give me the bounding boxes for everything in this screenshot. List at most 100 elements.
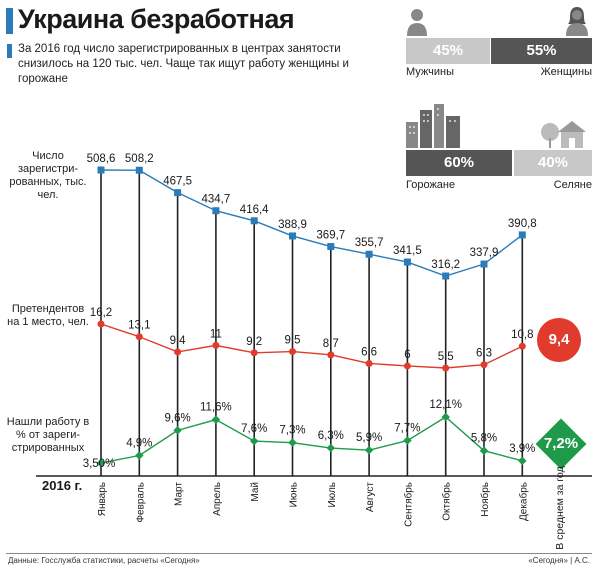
data-point-diamond	[249, 436, 259, 446]
data-point-square	[365, 250, 373, 258]
data-label: 7,7%	[394, 423, 420, 435]
data-point-square	[327, 243, 335, 251]
woman-icon	[566, 7, 588, 36]
data-label: 3,50%	[83, 458, 116, 470]
urban-share-value: 60%	[443, 154, 475, 171]
chart-markers	[96, 166, 527, 468]
data-point-square	[174, 189, 182, 197]
row-label-applicants-text: Претендентов на 1 место, чел.	[7, 303, 89, 328]
data-label: 3,9%	[509, 443, 535, 455]
data-point-square	[97, 166, 105, 174]
subtitle-accent-bar	[7, 44, 12, 58]
data-label: 467,5	[163, 176, 192, 188]
data-point-square	[480, 260, 488, 268]
month-label: Май	[250, 482, 261, 502]
data-label: 9,5	[285, 335, 301, 347]
month-label: Декабрь	[517, 482, 529, 521]
year-label: 2016 г.	[42, 478, 83, 493]
data-label: 9,6%	[164, 412, 190, 424]
data-point-circle	[212, 341, 220, 349]
month-label: Февраль	[135, 482, 146, 523]
month-label: Январь	[97, 482, 108, 516]
village-house-icon	[541, 121, 586, 148]
data-point-circle	[289, 348, 296, 356]
data-label: 508,6	[87, 153, 116, 165]
city-buildings-icon	[406, 104, 460, 148]
data-label: 16,2	[90, 307, 112, 319]
urban-share-bar: 60%	[406, 150, 512, 176]
data-point-diamond	[288, 438, 297, 447]
data-label: 5,5	[438, 351, 454, 363]
footer-credit: «Сегодня» | А.С.	[528, 556, 590, 565]
average-applicants-value: 9,4	[548, 331, 570, 348]
data-label: 6,3%	[318, 430, 344, 442]
data-point-diamond	[173, 426, 182, 435]
footer-divider	[6, 553, 592, 554]
data-point-diamond	[211, 415, 221, 424]
month-label: Июнь	[289, 482, 300, 507]
data-point-circle	[135, 333, 143, 341]
data-label: 6	[404, 349, 410, 361]
title-accent-bar	[6, 8, 13, 34]
data-point-circle	[365, 359, 373, 367]
series-line-1	[100, 169, 523, 277]
women-share-bar: 55%	[491, 38, 592, 64]
man-icon	[407, 9, 427, 36]
data-label: 341,5	[393, 245, 422, 257]
row-label-registered: Число зарегистри- рованных, тыс. чел.	[6, 150, 90, 202]
data-label: 355,7	[355, 237, 384, 249]
men-label: Мужчины	[406, 66, 455, 78]
women-label: Женщины	[540, 66, 592, 78]
rural-share-value: 40%	[537, 154, 569, 171]
data-point-diamond	[364, 445, 374, 455]
data-point-diamond	[135, 451, 144, 460]
month-label: Ноябрь	[479, 482, 491, 517]
month-label: Июль	[327, 482, 338, 508]
month-label: Октябрь	[441, 482, 453, 521]
footer-source: Данные: Госслужба статистики, расчеты «С…	[8, 556, 200, 565]
chart-verticals	[36, 170, 592, 477]
series-line-2	[100, 323, 523, 369]
data-label: 12,1%	[429, 399, 462, 411]
data-label: 337,9	[470, 247, 499, 259]
rural-share-bar: 40%	[514, 150, 592, 176]
women-share-value: 55%	[526, 42, 557, 59]
data-point-circle	[518, 342, 526, 350]
data-point-diamond	[479, 446, 489, 455]
average-label-text: В среднем за год	[554, 466, 566, 550]
data-label: 316,2	[431, 259, 460, 271]
data-point-circle	[327, 351, 335, 359]
data-label: 390,8	[508, 218, 537, 230]
data-label: 7,3%	[279, 425, 305, 437]
data-point-square	[250, 217, 258, 225]
row-label-employed: Нашли работу в % от зареги- стрированных	[6, 416, 90, 455]
data-point-circle	[480, 361, 488, 369]
data-label: 11,6%	[200, 402, 232, 414]
data-label: 9,4	[170, 335, 187, 347]
data-label: 508,2	[125, 153, 154, 165]
data-point-diamond	[96, 458, 106, 468]
chart-month-labels: Январь Февраль Март Апрель Май Июнь Июль Август…	[97, 482, 529, 527]
data-point-diamond	[441, 412, 450, 422]
average-label: В среднем за год	[553, 466, 567, 549]
row-label-registered-text: Число зарегистри- рованных, тыс. чел.	[9, 150, 87, 201]
chart-series-lines	[100, 169, 523, 464]
data-label: 4,9%	[126, 438, 152, 450]
month-label: Август	[365, 482, 376, 513]
data-label: 7,6%	[241, 423, 267, 435]
page-title: Украина безработная	[18, 4, 295, 34]
month-label: Сентябрь	[402, 482, 414, 527]
data-label: 5,8%	[471, 433, 497, 445]
data-label: 11	[210, 328, 222, 340]
data-point-square	[518, 231, 526, 239]
data-point-circle	[403, 362, 411, 370]
data-label: 388,9	[278, 219, 307, 231]
data-point-square	[212, 207, 220, 215]
data-point-square	[289, 232, 296, 240]
month-label: Март	[174, 482, 185, 506]
men-share-bar: 45%	[406, 38, 490, 64]
data-label: 5,9%	[356, 432, 382, 444]
data-label: 369,7	[316, 230, 345, 242]
average-employed-badge: 7,2%	[535, 418, 587, 470]
data-label: 8,7	[323, 338, 339, 350]
